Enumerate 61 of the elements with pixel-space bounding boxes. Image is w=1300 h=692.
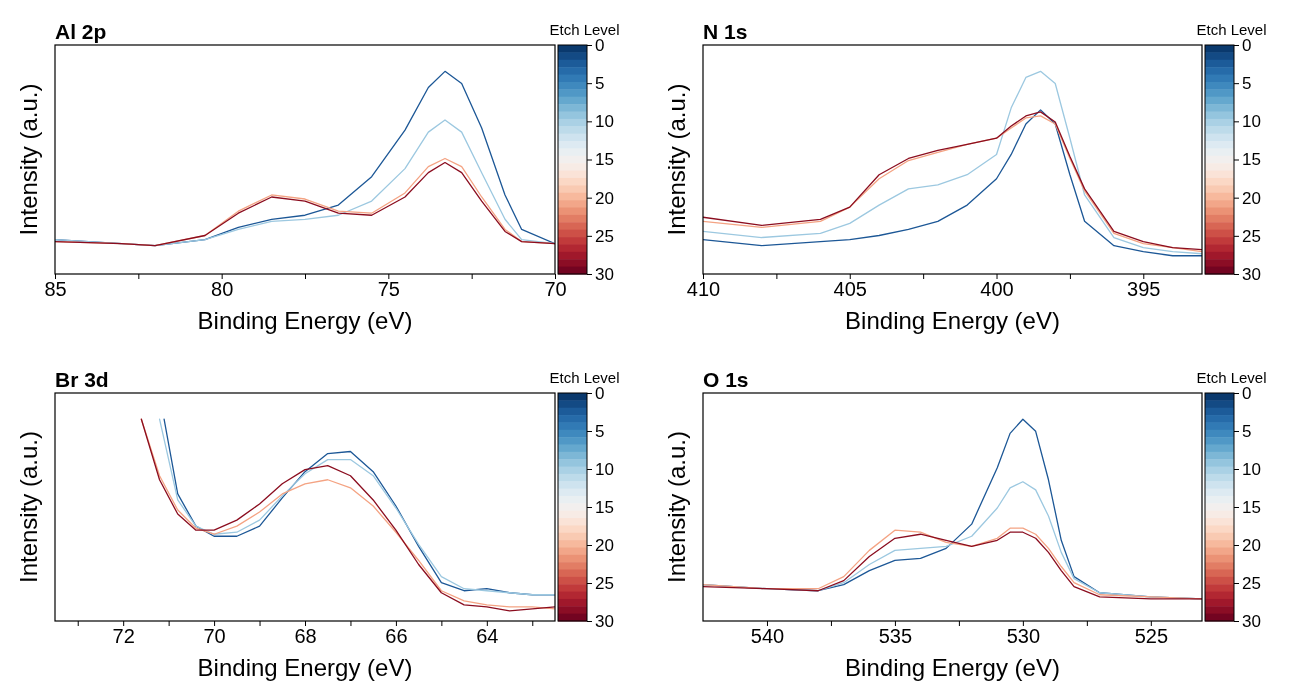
color-bar-title: Etch Level [1196,21,1267,38]
y-axis-title: Intensity (a.u.) [15,83,42,236]
x-tick-label: 405 [833,278,867,301]
color-bar-label: 30 [1242,264,1261,284]
x-tick-label: 68 [294,625,317,648]
x-tick-label: 540 [750,625,785,648]
x-tick-label: 72 [112,625,135,648]
color-bar-label: 5 [1242,421,1252,441]
color-bar-label: 25 [1242,226,1261,246]
x-tick-label: 80 [211,278,234,301]
color-bar-label: 25 [595,573,614,593]
color-bar-label: 10 [595,459,614,479]
color-bar-label: 15 [595,150,614,170]
y-axis-title: Intensity (a.u.) [15,430,42,584]
x-tick-label: 400 [980,278,1014,301]
color-bar-label: 30 [595,611,614,631]
x-tick-label: 66 [385,625,408,648]
x-tick-label: 70 [203,625,226,648]
color-bar-label: 10 [1242,112,1261,132]
x-tick-label: 410 [686,278,721,301]
color-bar-label: 10 [1242,459,1261,479]
color-bar-label: 15 [1242,497,1261,517]
x-tick-label: 525 [1134,625,1169,648]
chart-title: O 1s [703,368,749,391]
color-bar-label: 20 [1242,188,1261,208]
x-tick-label: 75 [377,278,400,301]
x-tick-label: 64 [476,625,499,648]
x-axis-title: Binding Energy (eV) [845,307,1060,334]
color-bar-label: 0 [1242,35,1252,55]
color-bar-label: 15 [595,497,614,517]
color-bar-label: 10 [595,112,614,132]
x-tick-label: 70 [544,278,567,301]
color-bar-label: 0 [1242,383,1252,403]
x-tick-label: 85 [44,278,67,301]
chart-title: Al 2p [55,20,107,43]
x-tick-label: 530 [1006,625,1041,648]
x-axis-title: Binding Energy (eV) [197,654,413,681]
y-axis-title: Intensity (a.u.) [663,430,690,584]
color-bar-title: Etch Level [549,369,620,386]
color-bar-label: 25 [595,226,614,246]
color-bar-label: 5 [595,74,605,94]
color-bar-label: 30 [595,264,614,284]
color-bar-label: 0 [595,35,605,55]
color-bar-title: Etch Level [549,21,620,38]
x-tick-label: 535 [878,625,913,648]
color-bar-title: Etch Level [1196,369,1267,386]
x-axis-title: Binding Energy (eV) [197,307,413,334]
color-bar-label: 5 [595,421,605,441]
color-bar-label: 20 [1242,535,1261,555]
x-tick-label: 395 [1127,278,1161,301]
x-axis-title: Binding Energy (eV) [845,654,1060,681]
chart-title: Br 3d [55,368,109,391]
color-bar-label: 25 [1242,573,1261,593]
color-bar-label: 0 [595,383,605,403]
color-bar-label: 5 [1242,74,1252,94]
chart-title: N 1s [703,20,748,43]
color-bar-label: 20 [595,188,614,208]
y-axis-title: Intensity (a.u.) [663,83,690,236]
color-bar-label: 15 [1242,150,1261,170]
color-bar-label: 20 [595,535,614,555]
color-bar-label: 30 [1242,611,1261,631]
